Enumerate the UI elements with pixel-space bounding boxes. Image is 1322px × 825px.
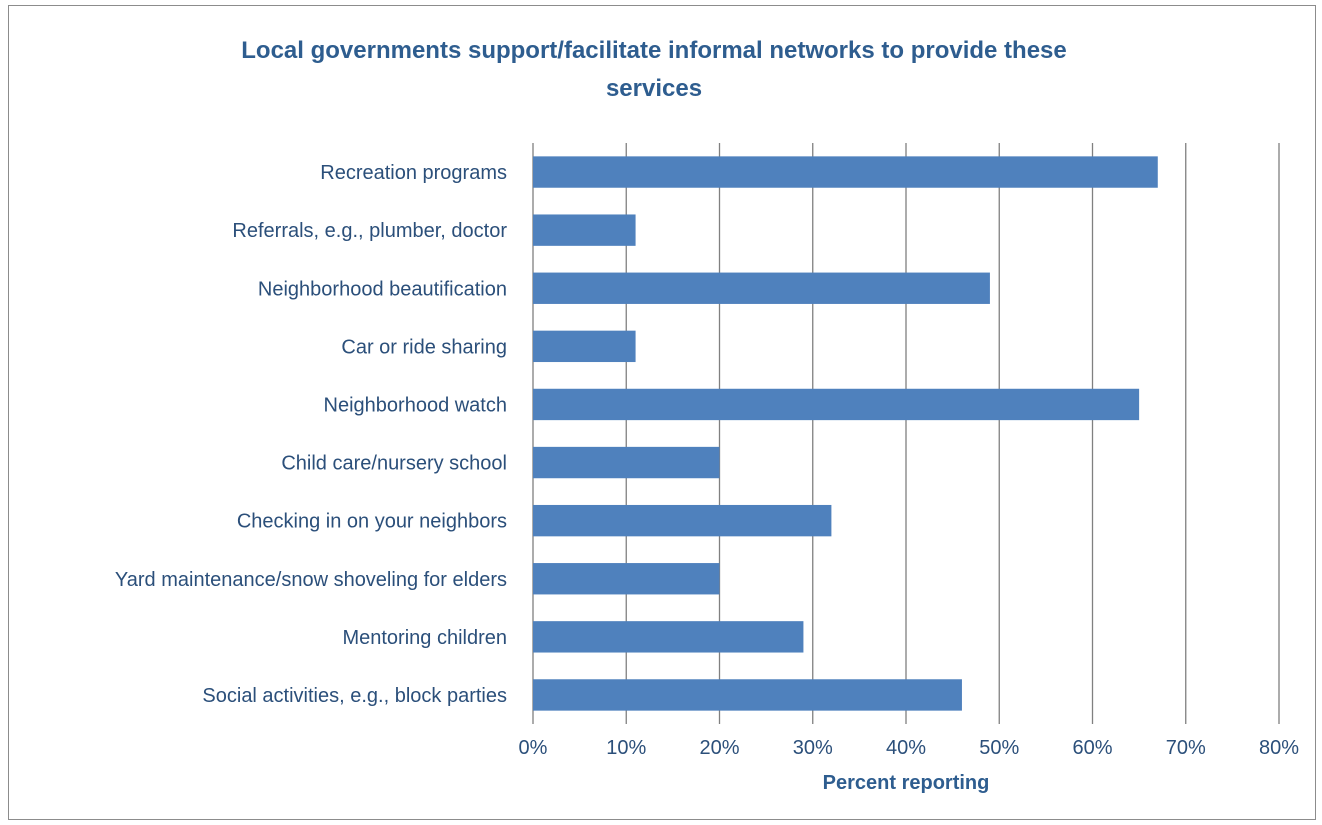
- bar: [533, 563, 720, 595]
- bar: [533, 388, 1140, 421]
- bar: [533, 272, 990, 304]
- category-labels: Recreation programs Referrals, e.g., plum…: [115, 162, 507, 707]
- x-tick-label: 50%: [979, 737, 1019, 759]
- x-tick-label: 80%: [1259, 737, 1299, 759]
- category-label: Child care/nursery school: [281, 453, 507, 475]
- category-label: Recreation programs: [320, 162, 507, 184]
- category-label: Car or ride sharing: [341, 336, 507, 358]
- bar-chart: Recreation programs Referrals, e.g., plum…: [115, 37, 1300, 794]
- bar: [533, 156, 1158, 188]
- chart-frame: Recreation programs Referrals, e.g., plum…: [8, 5, 1316, 820]
- category-label: Social activities, e.g., block parties: [202, 685, 507, 707]
- x-tick-label: 60%: [1072, 737, 1112, 759]
- x-tick-label: 0%: [519, 737, 548, 759]
- x-tick-label: 30%: [793, 737, 833, 759]
- bar: [533, 214, 636, 246]
- x-tick-label: 40%: [886, 737, 926, 759]
- category-label: Checking in on your neighbors: [237, 511, 507, 533]
- chart-title-line-1: Local governments support/facilitate inf…: [241, 37, 1067, 64]
- bar: [533, 446, 720, 479]
- x-tick-label: 70%: [1166, 737, 1206, 759]
- bars: [533, 156, 1158, 711]
- bar: [533, 621, 804, 653]
- bar: [533, 330, 636, 363]
- x-tick-label: 20%: [699, 737, 739, 759]
- category-label: Yard maintenance/snow shoveling for elde…: [115, 569, 507, 591]
- category-label: Mentoring children: [342, 627, 507, 649]
- category-label: Neighborhood watch: [324, 394, 507, 416]
- bar: [533, 504, 832, 537]
- category-label: Neighborhood beautification: [258, 278, 507, 300]
- x-axis-title: Percent reporting: [823, 772, 990, 794]
- x-tick-labels: 0% 10% 20% 30% 40% 50% 60% 70% 80%: [519, 737, 1300, 759]
- category-label: Referrals, e.g., plumber, doctor: [232, 220, 507, 242]
- chart-title-line-2: services: [606, 75, 702, 102]
- bar: [533, 679, 962, 711]
- x-tick-label: 10%: [606, 737, 646, 759]
